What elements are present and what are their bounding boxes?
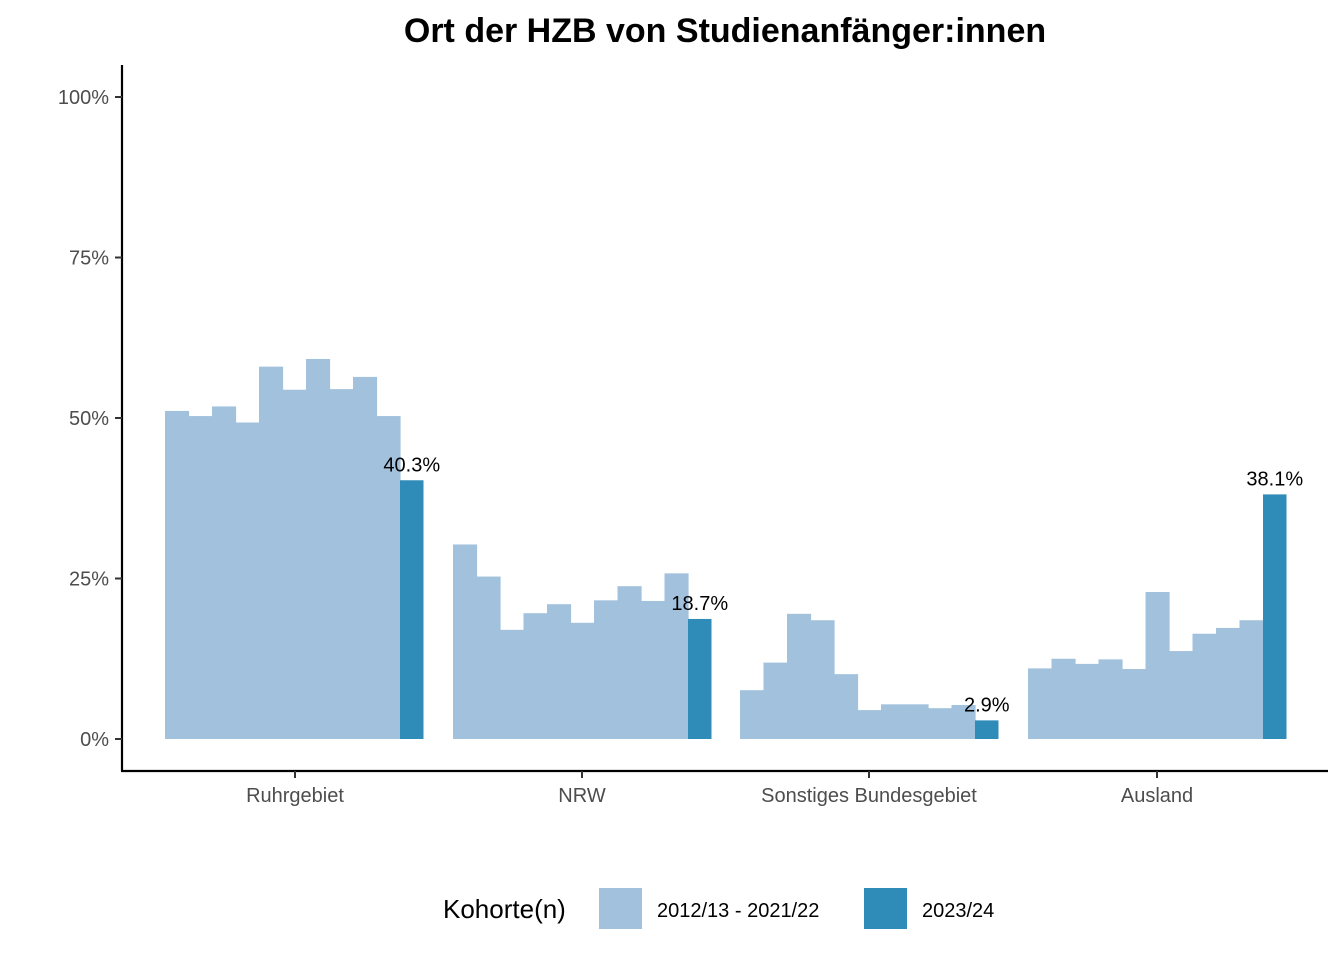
data-label-0: 40.3% bbox=[383, 454, 440, 476]
bar-historic-2-2 bbox=[787, 613, 812, 739]
bar-historic-2-6 bbox=[881, 704, 906, 739]
data-label-3: 38.1% bbox=[1246, 468, 1303, 490]
bar-historic-3-6 bbox=[1169, 651, 1194, 739]
bar-historic-2-1 bbox=[763, 662, 788, 739]
bar-current-3 bbox=[1263, 494, 1287, 739]
legend-label-historic: 2012/13 - 2021/22 bbox=[657, 900, 819, 922]
bar-historic-3-8 bbox=[1216, 627, 1241, 739]
bar-historic-0-3 bbox=[235, 422, 260, 739]
bar-historic-2-5 bbox=[857, 710, 882, 739]
axes: 0% 25% 50% 75% 100% Ruhrgebiet NRW Sonstiges Bu… bbox=[58, 65, 1328, 807]
y-tick-label-4: 100% bbox=[58, 87, 109, 109]
bar-historic-3-2 bbox=[1075, 663, 1100, 739]
bar-historic-3-4 bbox=[1122, 669, 1147, 739]
legend-label-current: 2023/24 bbox=[922, 900, 994, 922]
y-tick-label-2: 50% bbox=[69, 408, 109, 430]
bar-current-2 bbox=[975, 720, 999, 739]
bar-historic-0-0 bbox=[165, 410, 190, 739]
bar-historic-0-5 bbox=[282, 389, 307, 739]
bar-historic-2-7 bbox=[904, 704, 929, 739]
x-tick-label-0: Ruhrgebiet bbox=[246, 785, 344, 807]
y-tick-label-0: 0% bbox=[80, 729, 109, 751]
bar-historic-0-2 bbox=[212, 406, 237, 739]
bar-historic-2-8 bbox=[928, 708, 953, 739]
bar-historic-0-4 bbox=[259, 366, 284, 739]
bar-historic-3-5 bbox=[1145, 591, 1170, 739]
data-label-1: 18.7% bbox=[671, 593, 728, 615]
bar-historic-2-4 bbox=[834, 674, 859, 739]
legend-title: Kohorte(n) bbox=[443, 894, 566, 924]
bar-historic-3-9 bbox=[1239, 620, 1264, 739]
bar-current-1 bbox=[688, 618, 712, 739]
chart-title: Ort der HZB von Studienanfänger:innen bbox=[404, 12, 1046, 50]
legend: Kohorte(n) 2012/13 - 2021/22 2023/24 bbox=[443, 888, 994, 929]
bar-historic-0-1 bbox=[188, 416, 213, 739]
bar-historic-1-4 bbox=[547, 604, 572, 739]
x-tick-label-1: NRW bbox=[558, 785, 606, 807]
bar-historic-0-6 bbox=[306, 358, 331, 739]
bar-historic-3-0 bbox=[1028, 668, 1053, 739]
bar-historic-0-7 bbox=[329, 389, 354, 739]
bar-historic-3-1 bbox=[1051, 658, 1076, 739]
bar-historic-2-9 bbox=[951, 704, 976, 739]
bar-historic-2-3 bbox=[810, 620, 835, 739]
y-tick-label-3: 75% bbox=[69, 248, 109, 270]
bar-historic-1-0 bbox=[453, 544, 478, 739]
legend-swatch-current bbox=[864, 888, 907, 929]
bar-historic-3-3 bbox=[1098, 659, 1123, 739]
bar-historic-3-7 bbox=[1192, 633, 1217, 739]
bar-historic-1-2 bbox=[500, 629, 525, 739]
bar-historic-1-9 bbox=[664, 573, 689, 739]
bar-historic-2-0 bbox=[740, 690, 765, 739]
plot-area: 40.3% 18.7% 2.9% 38.1% bbox=[165, 358, 1303, 739]
bar-historic-0-8 bbox=[353, 376, 378, 739]
bar-historic-1-7 bbox=[617, 586, 642, 739]
x-tick-label-3: Ausland bbox=[1121, 785, 1193, 807]
x-tick-label-2: Sonstiges Bundesgebiet bbox=[761, 785, 977, 807]
bar-current-0 bbox=[400, 480, 424, 739]
bar-historic-1-5 bbox=[570, 622, 595, 739]
data-label-2: 2.9% bbox=[964, 694, 1010, 716]
bar-historic-1-1 bbox=[476, 576, 501, 739]
bar-historic-0-9 bbox=[376, 416, 401, 739]
bar-historic-1-8 bbox=[641, 600, 666, 739]
bar-historic-1-6 bbox=[594, 600, 619, 739]
legend-swatch-historic bbox=[599, 888, 642, 929]
bar-historic-1-3 bbox=[523, 613, 548, 739]
y-tick-label-1: 25% bbox=[69, 569, 109, 591]
